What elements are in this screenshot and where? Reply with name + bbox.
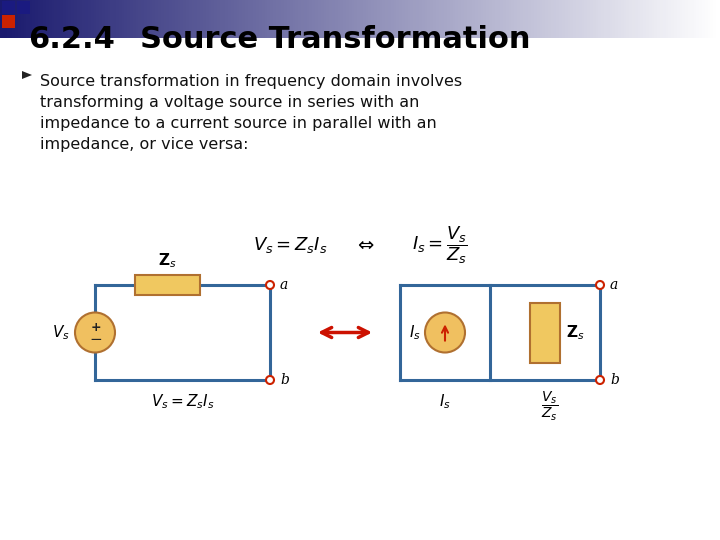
Text: $\mathbf{Z}_s$: $\mathbf{Z}_s$ (566, 323, 585, 342)
Text: $V_s$: $V_s$ (53, 323, 70, 342)
Text: $V_s = Z_s I_s$: $V_s = Z_s I_s$ (150, 392, 215, 411)
Text: $\Leftrightarrow$: $\Leftrightarrow$ (354, 236, 376, 254)
Text: $I_s$: $I_s$ (439, 392, 451, 411)
Text: 6.2.4: 6.2.4 (28, 25, 115, 55)
Text: impedance to a current source in parallel with an: impedance to a current source in paralle… (40, 116, 437, 131)
Text: impedance, or vice versa:: impedance, or vice versa: (40, 137, 248, 152)
Text: $V_s = Z_s I_s$: $V_s = Z_s I_s$ (253, 235, 328, 255)
Circle shape (596, 281, 604, 289)
Text: a: a (610, 278, 618, 292)
Text: $\mathbf{Z}_s$: $\mathbf{Z}_s$ (158, 251, 177, 270)
Bar (530, 302, 560, 362)
Bar (2, 1, 15, 14)
Text: Source transformation in frequency domain involves: Source transformation in frequency domai… (40, 74, 462, 89)
Text: $I_s = \dfrac{V_s}{Z_s}$: $I_s = \dfrac{V_s}{Z_s}$ (412, 224, 468, 266)
Text: +: + (91, 321, 102, 334)
Bar (17, 1, 30, 14)
Circle shape (596, 376, 604, 384)
Circle shape (425, 313, 465, 353)
Text: b: b (280, 373, 289, 387)
Circle shape (75, 313, 115, 353)
Text: $\dfrac{V_s}{Z_s}$: $\dfrac{V_s}{Z_s}$ (541, 390, 559, 423)
Bar (2, 15, 15, 28)
Text: Source Transformation: Source Transformation (140, 25, 531, 55)
Circle shape (266, 376, 274, 384)
Text: a: a (280, 278, 288, 292)
Polygon shape (22, 71, 32, 79)
Text: b: b (610, 373, 619, 387)
Bar (135, 275, 200, 295)
Text: transforming a voltage source in series with an: transforming a voltage source in series … (40, 95, 419, 110)
Circle shape (266, 281, 274, 289)
Text: −: − (89, 332, 102, 347)
Text: $I_s$: $I_s$ (409, 323, 421, 342)
